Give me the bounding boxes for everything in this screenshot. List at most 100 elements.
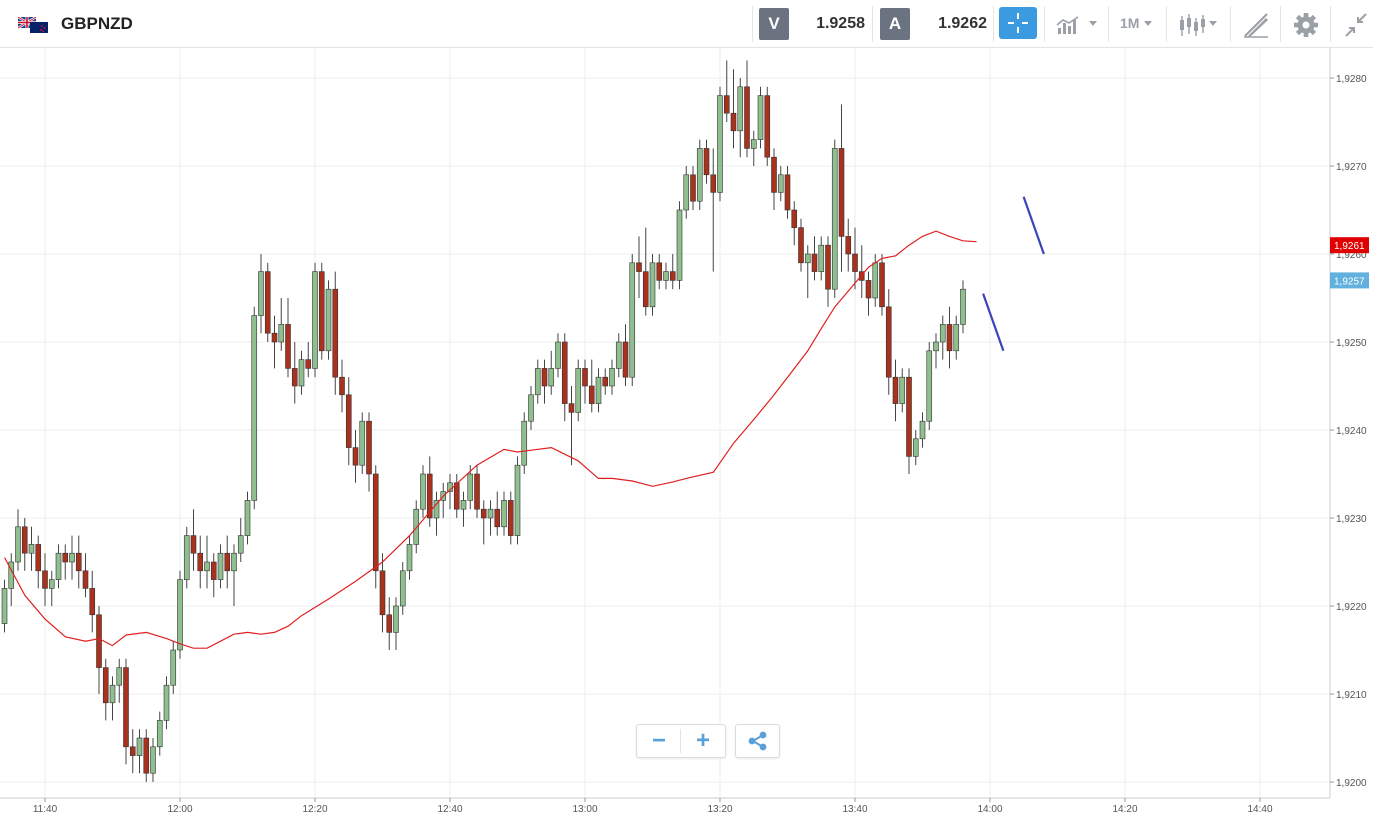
candle-body-up xyxy=(217,552,224,580)
share-icon xyxy=(748,731,767,751)
sell-button[interactable]: V xyxy=(759,8,789,40)
candle xyxy=(818,236,825,281)
candle xyxy=(197,535,204,589)
gear-icon xyxy=(1294,13,1318,37)
candle-body-up xyxy=(136,737,143,756)
candle-body-up xyxy=(433,500,440,519)
candle-body-up xyxy=(831,148,838,290)
toolbar-divider xyxy=(1044,6,1045,42)
candle-body-up xyxy=(609,368,615,387)
candle xyxy=(771,148,777,210)
candle xyxy=(791,201,798,246)
sell-price[interactable]: 1.9258 xyxy=(816,15,865,32)
candle xyxy=(744,60,750,158)
candle-body-down xyxy=(21,526,28,554)
candle xyxy=(42,553,48,606)
candle xyxy=(622,324,629,386)
candle-body-up xyxy=(116,667,123,686)
x-tick-label: 14:40 xyxy=(1247,804,1272,815)
zoom-out-button[interactable]: − xyxy=(651,727,666,754)
candle-body-down xyxy=(703,148,710,176)
y-tick-label: 1,9200 xyxy=(1336,778,1367,789)
bid-price-badge: 1,9257 xyxy=(1330,272,1369,289)
candle xyxy=(474,465,480,518)
candle xyxy=(258,254,264,334)
candle-body-down xyxy=(723,95,730,114)
candle xyxy=(798,218,804,272)
timeframe-selector[interactable]: 1M xyxy=(1120,15,1140,31)
candle-body-down xyxy=(62,552,69,563)
candle-body-down xyxy=(474,473,480,510)
candle xyxy=(852,227,858,290)
candle xyxy=(366,412,372,492)
candle-body-down xyxy=(291,368,298,387)
x-tick-label: 13:20 xyxy=(707,804,732,815)
candle xyxy=(548,350,555,395)
candle xyxy=(123,658,129,765)
candle xyxy=(291,342,298,404)
drawing-tool-button[interactable] xyxy=(1240,6,1272,42)
candle-body-up xyxy=(933,341,939,352)
candle xyxy=(359,412,366,474)
candle xyxy=(561,333,568,422)
candle-body-up xyxy=(548,368,555,387)
y-tick-label: 1,9280 xyxy=(1336,74,1367,85)
candle-body-up xyxy=(413,508,420,545)
indicators-button[interactable] xyxy=(1052,6,1102,42)
zoom-in-button[interactable]: + xyxy=(695,727,710,754)
candle-body-up xyxy=(460,500,467,510)
candle xyxy=(264,262,271,342)
x-tick-label: 14:20 xyxy=(1112,804,1137,815)
candle-body-down xyxy=(143,737,150,774)
share-button[interactable] xyxy=(735,724,780,758)
candle xyxy=(318,262,325,360)
candle xyxy=(426,456,433,527)
toolbar-divider xyxy=(993,6,994,42)
candle-body-down xyxy=(96,614,102,668)
candle xyxy=(582,359,588,404)
candle xyxy=(588,359,595,413)
candle-body-up xyxy=(1,588,8,624)
collapse-button[interactable] xyxy=(1340,6,1372,42)
candle xyxy=(150,738,156,782)
toolbar-divider xyxy=(1166,6,1167,42)
candle xyxy=(190,509,197,571)
candle xyxy=(332,271,339,395)
candle-body-down xyxy=(811,253,818,272)
candle-body-up xyxy=(244,500,251,536)
candle xyxy=(109,676,116,721)
settings-button[interactable] xyxy=(1290,6,1322,42)
candle-body-up xyxy=(15,526,21,563)
candle xyxy=(386,597,393,650)
candle xyxy=(237,518,244,562)
candle xyxy=(669,254,676,290)
candle xyxy=(507,491,514,545)
candle xyxy=(156,711,163,756)
buy-button[interactable]: A xyxy=(880,8,910,40)
candle-body-down xyxy=(271,332,278,343)
candle-body-down xyxy=(845,236,852,255)
candle-body-down xyxy=(453,482,460,510)
x-tick-label: 13:00 xyxy=(572,804,597,815)
candle-body-up xyxy=(163,684,170,721)
chevron-down-icon xyxy=(1209,21,1217,26)
candle xyxy=(163,676,170,730)
candle-body-down xyxy=(339,376,345,396)
candle-body-down xyxy=(224,552,231,572)
crosshair-button[interactable] xyxy=(999,7,1037,39)
candle xyxy=(919,412,926,448)
candle-body-down xyxy=(42,570,48,589)
price-chart[interactable]: 1,9200 1,9210 1,9220 1,9230 1,9240 1,9250 1,92… xyxy=(0,48,1373,816)
candle-body-up xyxy=(555,341,561,369)
candle-body-down xyxy=(885,306,892,378)
y-tick-label: 1,9220 xyxy=(1336,602,1367,613)
candle xyxy=(926,342,933,430)
buy-price[interactable]: 1.9262 xyxy=(938,15,987,32)
candle xyxy=(804,245,811,298)
candle-body-down xyxy=(892,376,899,404)
candle-body-up xyxy=(912,438,919,457)
chart-type-button[interactable] xyxy=(1175,6,1225,42)
candle-body-up xyxy=(615,341,622,369)
candle xyxy=(170,641,177,694)
candle-body-up xyxy=(231,552,237,572)
